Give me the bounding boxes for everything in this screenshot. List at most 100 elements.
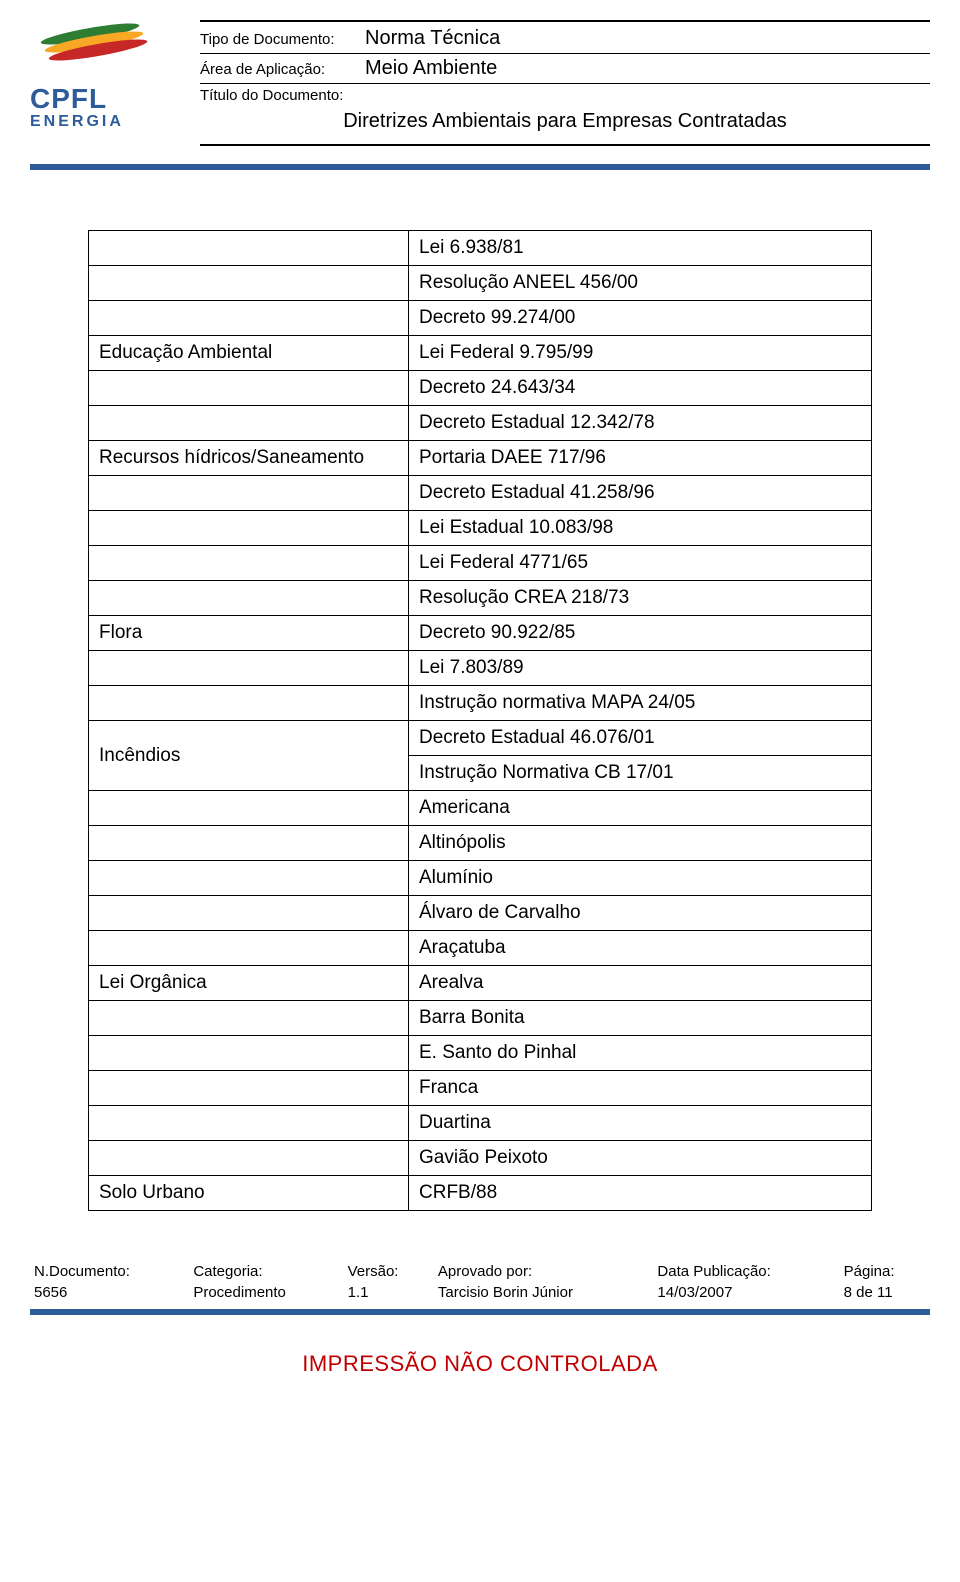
table-row: IncêndiosDecreto Estadual 46.076/01 (89, 721, 872, 756)
row-value: Duartina (409, 1106, 872, 1141)
row-value: Decreto 24.643/34 (409, 371, 872, 406)
header-meta: Tipo de Documento: Norma Técnica Área de… (200, 20, 930, 146)
row-value: Álvaro de Carvalho (409, 896, 872, 931)
row-value: Araçatuba (409, 931, 872, 966)
main-content: Lei 6.938/81Resolução ANEEL 456/00Decret… (0, 170, 960, 1261)
apr-value: Tarcisio Borin Júnior (434, 1282, 653, 1303)
row-value: Alumínio (409, 861, 872, 896)
ndoc-label: N.Documento: (30, 1261, 189, 1282)
row-value: E. Santo do Pinhal (409, 1036, 872, 1071)
titulo-value: Diretrizes Ambientais para Empresas Cont… (200, 106, 930, 139)
table-row: Lei Federal 4771/65 (89, 546, 872, 581)
row-value: Decreto Estadual 41.258/96 (409, 476, 872, 511)
table-row: FloraDecreto 90.922/85 (89, 616, 872, 651)
row-label (89, 826, 409, 861)
row-value: Portaria DAEE 717/96 (409, 441, 872, 476)
row-value: Decreto Estadual 46.076/01 (409, 721, 872, 756)
pag-value: 8 de 11 (840, 1282, 930, 1303)
table-row: Gavião Peixoto (89, 1141, 872, 1176)
ver-label: Versão: (344, 1261, 434, 1282)
row-label (89, 476, 409, 511)
row-label (89, 651, 409, 686)
watermark-stamp: IMPRESSÃO NÃO CONTROLADA (0, 1315, 960, 1397)
row-label (89, 861, 409, 896)
table-row: Educação AmbientalLei Federal 9.795/99 (89, 336, 872, 371)
cat-label: Categoria: (189, 1261, 343, 1282)
brand-name: CPFL (30, 83, 190, 115)
table-row: Resolução ANEEL 456/00 (89, 266, 872, 301)
brand-logo: CPFL ENERGIA (30, 20, 190, 131)
brand-sub: ENERGIA (30, 113, 190, 131)
row-label: Incêndios (89, 721, 409, 791)
row-label: Recursos hídricos/Saneamento (89, 441, 409, 476)
row-label (89, 1141, 409, 1176)
table-row: Lei 6.938/81 (89, 231, 872, 266)
cat-value: Procedimento (189, 1282, 343, 1303)
row-label (89, 371, 409, 406)
row-value: Lei 6.938/81 (409, 231, 872, 266)
table-row: Decreto 99.274/00 (89, 301, 872, 336)
area-value: Meio Ambiente (365, 57, 497, 80)
row-value: Resolução ANEEL 456/00 (409, 266, 872, 301)
row-label (89, 406, 409, 441)
row-value: Instrução normativa MAPA 24/05 (409, 686, 872, 721)
table-row: Altinópolis (89, 826, 872, 861)
row-value: Resolução CREA 218/73 (409, 581, 872, 616)
row-label: Flora (89, 616, 409, 651)
titulo-label: Título do Documento: (200, 87, 365, 104)
row-value: Decreto 99.274/00 (409, 301, 872, 336)
apr-label: Aprovado por: (434, 1261, 653, 1282)
ndoc-value: 5656 (30, 1282, 189, 1303)
table-row: Álvaro de Carvalho (89, 896, 872, 931)
table-row: Lei Estadual 10.083/98 (89, 511, 872, 546)
row-value: Decreto 90.922/85 (409, 616, 872, 651)
row-label (89, 896, 409, 931)
row-label (89, 1036, 409, 1071)
table-row: Americana (89, 791, 872, 826)
row-value: CRFB/88 (409, 1176, 872, 1211)
row-value: Lei Federal 4771/65 (409, 546, 872, 581)
row-value: Gavião Peixoto (409, 1141, 872, 1176)
row-value: Lei 7.803/89 (409, 651, 872, 686)
regulations-table: Lei 6.938/81Resolução ANEEL 456/00Decret… (88, 230, 872, 1211)
row-value: Lei Federal 9.795/99 (409, 336, 872, 371)
ver-value: 1.1 (344, 1282, 434, 1303)
table-row: Lei OrgânicaArealva (89, 966, 872, 1001)
footer-meta: N.Documento: Categoria: Versão: Aprovado… (0, 1261, 960, 1303)
row-label (89, 686, 409, 721)
row-value: Barra Bonita (409, 1001, 872, 1036)
row-value: Altinópolis (409, 826, 872, 861)
row-label (89, 931, 409, 966)
document-header: CPFL ENERGIA Tipo de Documento: Norma Té… (0, 0, 960, 156)
row-value: Instrução Normativa CB 17/01 (409, 756, 872, 791)
table-row: Decreto Estadual 12.342/78 (89, 406, 872, 441)
row-label: Lei Orgânica (89, 966, 409, 1001)
row-label (89, 266, 409, 301)
tipo-label: Tipo de Documento: (200, 31, 365, 48)
table-row: Lei 7.803/89 (89, 651, 872, 686)
table-row: Decreto 24.643/34 (89, 371, 872, 406)
row-label (89, 546, 409, 581)
table-row: Franca (89, 1071, 872, 1106)
row-label (89, 581, 409, 616)
area-label: Área de Aplicação: (200, 61, 365, 78)
row-value: Lei Estadual 10.083/98 (409, 511, 872, 546)
table-row: Instrução normativa MAPA 24/05 (89, 686, 872, 721)
row-value: Decreto Estadual 12.342/78 (409, 406, 872, 441)
tipo-value: Norma Técnica (365, 27, 500, 50)
data-label: Data Publicação: (653, 1261, 839, 1282)
row-label (89, 791, 409, 826)
row-value: Americana (409, 791, 872, 826)
table-row: Recursos hídricos/SaneamentoPortaria DAE… (89, 441, 872, 476)
row-label (89, 511, 409, 546)
row-label (89, 1001, 409, 1036)
table-row: E. Santo do Pinhal (89, 1036, 872, 1071)
row-label (89, 1106, 409, 1141)
row-label (89, 231, 409, 266)
row-label (89, 301, 409, 336)
row-value: Arealva (409, 966, 872, 1001)
row-label: Solo Urbano (89, 1176, 409, 1211)
row-label (89, 1071, 409, 1106)
pag-label: Página: (840, 1261, 930, 1282)
table-row: Resolução CREA 218/73 (89, 581, 872, 616)
